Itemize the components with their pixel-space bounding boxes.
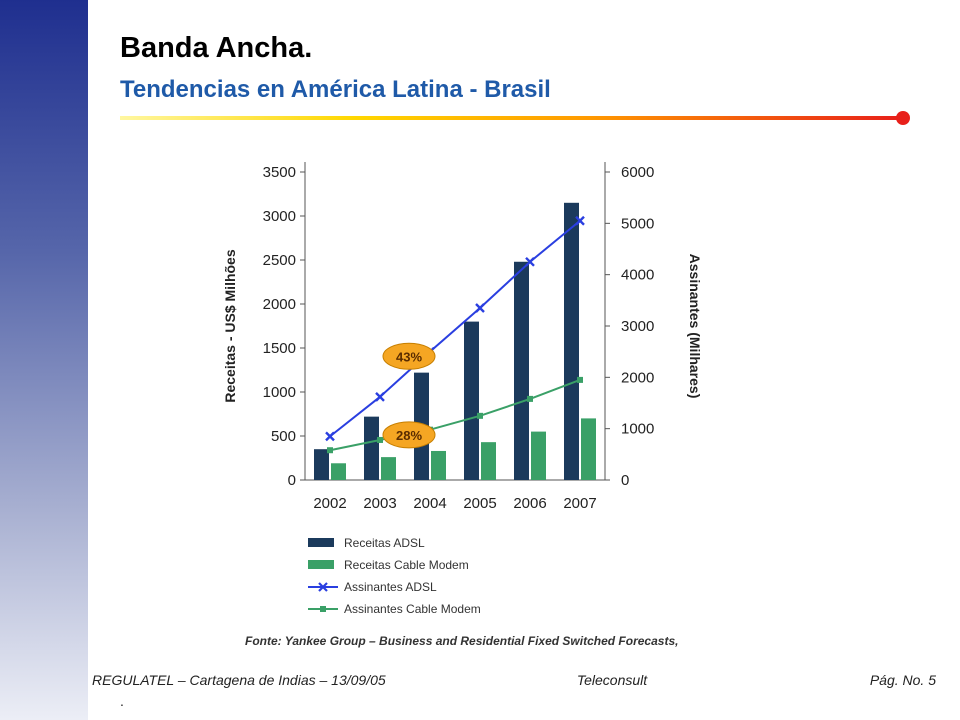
chart-source-note: Fonte: Yankee Group – Business and Resid…	[245, 634, 678, 648]
marker-assinantes-adsl	[325, 431, 335, 442]
bar-receitas-adsl	[564, 202, 579, 481]
annotation-bubble	[382, 421, 436, 449]
right-tick-label: 0	[621, 472, 629, 489]
marker-assinantes-adsl	[575, 215, 585, 226]
marker-assinantes-cable-modem	[527, 395, 533, 402]
bar-receitas-cable-modem	[331, 463, 346, 480]
legend-marker	[320, 606, 326, 612]
slide-subtitle: Tendencias en América Latina - Brasil	[120, 76, 551, 103]
marker-assinantes-cable-modem	[327, 447, 333, 454]
footer-mark: .	[120, 693, 124, 709]
bar-receitas-adsl	[514, 261, 529, 480]
right-tick-label: 5000	[621, 215, 654, 232]
annotation-bubble	[382, 342, 436, 370]
marker-assinantes-adsl	[525, 256, 535, 267]
left-tick-label: 3000	[263, 208, 296, 225]
title-divider	[120, 116, 900, 120]
bar-receitas-adsl	[464, 321, 479, 480]
legend-swatch	[308, 560, 334, 569]
footer-event: REGULATEL – Cartagena de Indias – 13/09/…	[92, 672, 386, 688]
bar-receitas-cable-modem	[431, 450, 446, 480]
marker-assinantes-cable-modem	[377, 436, 383, 443]
slide-title: Banda Ancha.	[120, 32, 313, 64]
footer-page-number: Pág. No. 5	[869, 672, 936, 688]
bar-receitas-cable-modem	[481, 442, 496, 480]
line-assinantes-adsl	[329, 219, 581, 438]
x-tick-label: 2007	[563, 495, 596, 512]
x-tick-label: 2006	[513, 495, 546, 512]
right-tick-label: 2000	[621, 369, 654, 386]
right-tick-label: 1000	[621, 421, 654, 438]
line-assinantes-cable-modem	[329, 378, 581, 452]
bar-receitas-adsl	[364, 416, 379, 480]
x-tick-label: 2003	[363, 495, 396, 512]
bar-receitas-adsl	[314, 449, 329, 480]
x-tick-label: 2004	[413, 495, 446, 512]
legend-label: Assinantes Cable Modem	[344, 602, 481, 616]
left-tick-label: 1000	[263, 384, 296, 401]
left-tick-label: 2000	[263, 296, 296, 313]
legend-marker	[318, 582, 328, 592]
right-tick-label: 6000	[621, 164, 654, 181]
annotation-label: 43%	[396, 349, 422, 364]
bar-receitas-cable-modem	[381, 457, 396, 480]
title-divider-dot	[896, 111, 910, 125]
x-tick-label: 2005	[463, 495, 496, 512]
marker-assinantes-adsl	[475, 303, 485, 313]
left-tick-label: 0	[288, 472, 296, 489]
marker-assinantes-cable-modem	[477, 412, 483, 419]
slide-sidebar-band	[0, 0, 88, 720]
footer-company: Teleconsult	[576, 672, 648, 688]
marker-assinantes-adsl	[375, 391, 385, 402]
legend-swatch	[308, 538, 334, 547]
marker-assinantes-cable-modem	[577, 376, 583, 383]
right-tick-label: 3000	[621, 318, 654, 335]
right-axis-title: Assinantes (Milhares)	[687, 254, 703, 399]
revenue-subscribers-chart: 0 500 1000 1500 2000 2500 3000 3500 0 1000 2000 300…	[222, 162, 703, 648]
x-tick-label: 2002	[313, 495, 346, 512]
legend-label: Receitas ADSL	[344, 536, 425, 550]
left-tick-label: 2500	[263, 252, 296, 269]
left-tick-label: 500	[271, 428, 296, 445]
right-tick-label: 4000	[621, 267, 654, 284]
annotation-label: 28%	[396, 428, 422, 443]
left-tick-label: 3500	[263, 164, 296, 181]
legend-label: Receitas Cable Modem	[344, 558, 469, 572]
left-tick-label: 1500	[263, 340, 296, 357]
bar-receitas-cable-modem	[531, 431, 546, 480]
bar-receitas-cable-modem	[581, 418, 596, 480]
legend-label: Assinantes ADSL	[344, 580, 437, 594]
left-axis-title: Receitas - US$ Milhões	[222, 249, 238, 402]
